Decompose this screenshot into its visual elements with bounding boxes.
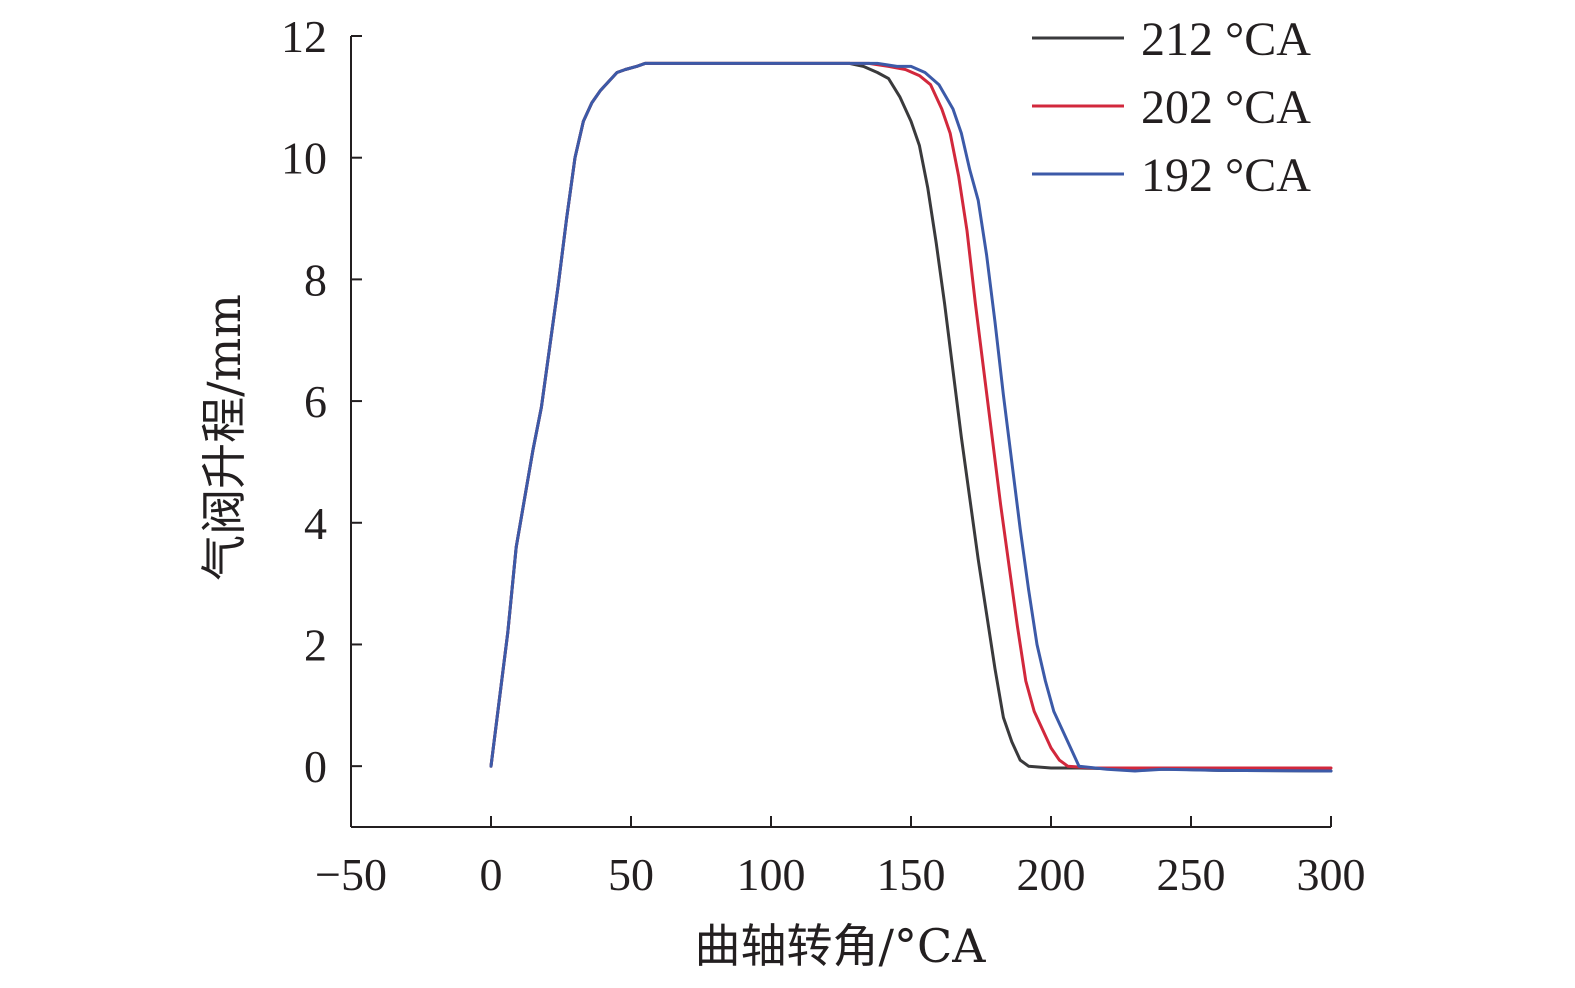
x-tick-label: 0 [480,849,503,900]
y-axis-ticks: 0 2 4 6 8 10 12 [281,11,362,792]
x-tick-label: 50 [608,849,654,900]
x-axis-title: 曲轴转角/°CA [695,919,987,973]
series-layer [489,61,1333,773]
y-axis-title: 气阀升程/mm [197,294,251,581]
legend-label-3: 192 °CA [1141,149,1311,202]
y-tick-label: 2 [304,619,327,670]
x-tick-label: 100 [737,849,806,900]
x-tick-label: 150 [877,849,946,900]
y-tick-label: 4 [304,498,327,549]
x-tick-label: 300 [1297,849,1366,900]
legend: 212 °CA 202 °CA 192 °CA [1032,13,1311,202]
x-axis-ticks: −50 0 50 100 150 200 250 300 [315,816,1366,900]
x-tick-label: 200 [1017,849,1086,900]
y-tick-label: 6 [304,376,327,427]
y-tick-label: 10 [281,133,327,184]
series-line-3 [489,61,1333,773]
y-tick-label: 8 [304,254,327,305]
y-tick-label: 12 [281,11,327,62]
x-tick-label: 250 [1157,849,1226,900]
y-tick-label: 0 [304,741,327,792]
legend-label-1: 212 °CA [1141,13,1311,66]
x-tick-label: −50 [315,849,387,900]
legend-label-2: 202 °CA [1141,81,1311,134]
